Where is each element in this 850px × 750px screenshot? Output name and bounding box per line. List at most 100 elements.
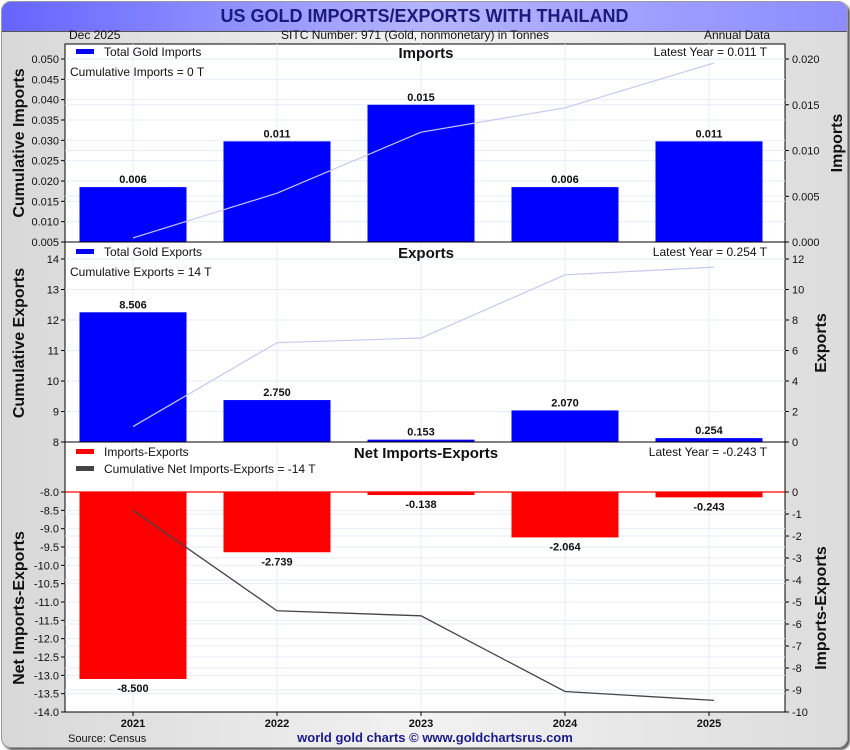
exports-bar [223, 400, 331, 442]
net-left-axis-label: Net Imports-Exports [11, 531, 28, 685]
exports-left-tick-label: 10 [47, 376, 59, 388]
imports-right-tick-label: 0.005 [792, 191, 820, 203]
period-label: Annual Data [703, 28, 770, 42]
exports-bar [511, 410, 619, 442]
net-value-label: -0.243 [693, 501, 724, 513]
exports-cumulative-line [132, 266, 715, 428]
exports-left-tick-label: 11 [48, 346, 59, 358]
imports-left-axis-label: Cumulative Imports [11, 68, 28, 217]
net-right-tick-label: -9 [792, 685, 802, 697]
sitc-label: SITC Number: 971 (Gold, nonmonetary) in … [281, 28, 549, 42]
net-legend2-swatch [76, 466, 94, 471]
net-right-tick-label: 0 [792, 487, 798, 499]
exports-legend-label: Total Gold Exports [104, 245, 202, 259]
date-label: Dec 2025 [69, 28, 121, 42]
net-cumulative-line [132, 509, 715, 702]
imports-value-label: 0.011 [696, 128, 723, 140]
imports-value-label: 0.006 [119, 174, 147, 186]
exports-value-label: 0.254 [695, 425, 723, 437]
exports-left-tick-label: 8 [53, 437, 59, 449]
exports-right-tick-label: 12 [792, 254, 804, 266]
net-left-tick-label: -10.0 [34, 560, 59, 572]
net-left-tick-label: -9.0 [40, 524, 59, 536]
exports-legend-swatch [76, 249, 94, 254]
credit-label: world gold charts © www.goldchartsrus.co… [297, 730, 573, 745]
imports-bar [367, 104, 475, 242]
exports-value-label: 2.070 [551, 397, 579, 409]
imports-latest-label: Latest Year = 0.011 T [654, 45, 768, 59]
imports-legend-label: Total Gold Imports [104, 45, 201, 59]
chart-title: US GOLD IMPORTS/EXPORTS WITH THAILAND [2, 2, 847, 32]
net-left-tick-label: -8.5 [40, 505, 59, 517]
net-legend-label: Imports-Exports [104, 445, 189, 459]
exports-right-tick-label: 10 [792, 285, 804, 297]
imports-left-tick-label: 0.010 [31, 217, 59, 229]
net-bar [655, 492, 763, 498]
net-left-tick-label: -12.5 [34, 652, 59, 664]
net-legend-swatch [76, 449, 94, 454]
imports-legend-swatch [76, 49, 94, 54]
net-left-tick-label: -13.0 [34, 670, 59, 682]
exports-right-tick-label: 2 [792, 407, 798, 419]
imports-cumulative-line [132, 62, 715, 239]
net-left-tick-label: -14.0 [34, 707, 59, 719]
imports-value-label: 0.006 [551, 174, 579, 186]
imports-value-label: 0.015 [407, 92, 435, 104]
exports-value-label: 2.750 [263, 387, 291, 399]
exports-right-tick-label: 4 [792, 376, 798, 388]
net-right-tick-label: -6 [792, 619, 802, 631]
exports-value-label: 0.153 [407, 427, 435, 439]
exports-panel-title: Exports [398, 245, 454, 262]
exports-left-tick-label: 13 [47, 285, 59, 297]
imports-right-tick-label: 0.020 [792, 54, 820, 66]
imports-bar [511, 187, 619, 242]
source-label: Source: Census [68, 733, 147, 745]
exports-bar [655, 438, 763, 442]
imports-bar [79, 187, 187, 242]
x-tick-label: 2021 [121, 718, 145, 730]
exports-right-tick-label: 0 [792, 437, 798, 449]
net-bar [511, 492, 619, 538]
exports-left-tick-label: 12 [47, 315, 59, 327]
exports-right-tick-label: 6 [792, 346, 798, 358]
x-tick-label: 2022 [265, 718, 289, 730]
imports-left-tick-label: 0.050 [31, 54, 59, 66]
net-left-tick-label: -11.0 [35, 597, 59, 609]
imports-left-tick-label: 0.020 [31, 176, 59, 188]
net-value-label: -0.138 [405, 499, 436, 511]
imports-left-tick-label: 0.015 [31, 196, 59, 208]
imports-right-axis-label: Imports [829, 114, 846, 173]
net-right-tick-label: -5 [792, 597, 802, 609]
imports-bar [655, 141, 763, 242]
net-right-tick-label: -8 [792, 663, 802, 675]
net-left-tick-label: -8.0 [40, 487, 59, 499]
exports-bar [367, 439, 475, 442]
exports-right-tick-label: 8 [792, 315, 798, 327]
imports-value-label: 0.011 [264, 128, 291, 140]
imports-panel-title: Imports [398, 45, 453, 62]
net-right-tick-label: -7 [792, 641, 802, 653]
exports-left-tick-label: 9 [53, 407, 59, 419]
exports-left-tick-label: 14 [47, 254, 59, 266]
imports-cumulative-label: Cumulative Imports = 0 T [70, 65, 205, 79]
exports-bar [79, 312, 187, 442]
imports-left-tick-label: 0.035 [31, 115, 59, 127]
net-bar [367, 492, 475, 496]
net-value-label: -2.739 [261, 556, 292, 568]
x-tick-label: 2023 [409, 718, 433, 730]
imports-left-tick-label: 0.040 [31, 95, 59, 107]
net-left-tick-label: -13.5 [34, 689, 59, 701]
net-value-label: -2.064 [549, 541, 581, 553]
imports-left-tick-label: 0.005 [31, 237, 59, 249]
exports-cumulative-label: Cumulative Exports = 14 T [70, 265, 212, 279]
net-right-tick-label: -10 [792, 707, 808, 719]
imports-right-tick-label: 0.000 [792, 237, 820, 249]
imports-left-tick-label: 0.030 [31, 135, 59, 147]
net-latest-label: Latest Year = -0.243 T [649, 445, 768, 459]
imports-right-tick-label: 0.015 [792, 100, 820, 112]
net-left-tick-label: -12.0 [34, 634, 59, 646]
net-right-tick-label: -3 [792, 553, 802, 565]
net-panel-title: Net Imports-Exports [354, 445, 498, 462]
x-tick-label: 2024 [553, 718, 578, 730]
